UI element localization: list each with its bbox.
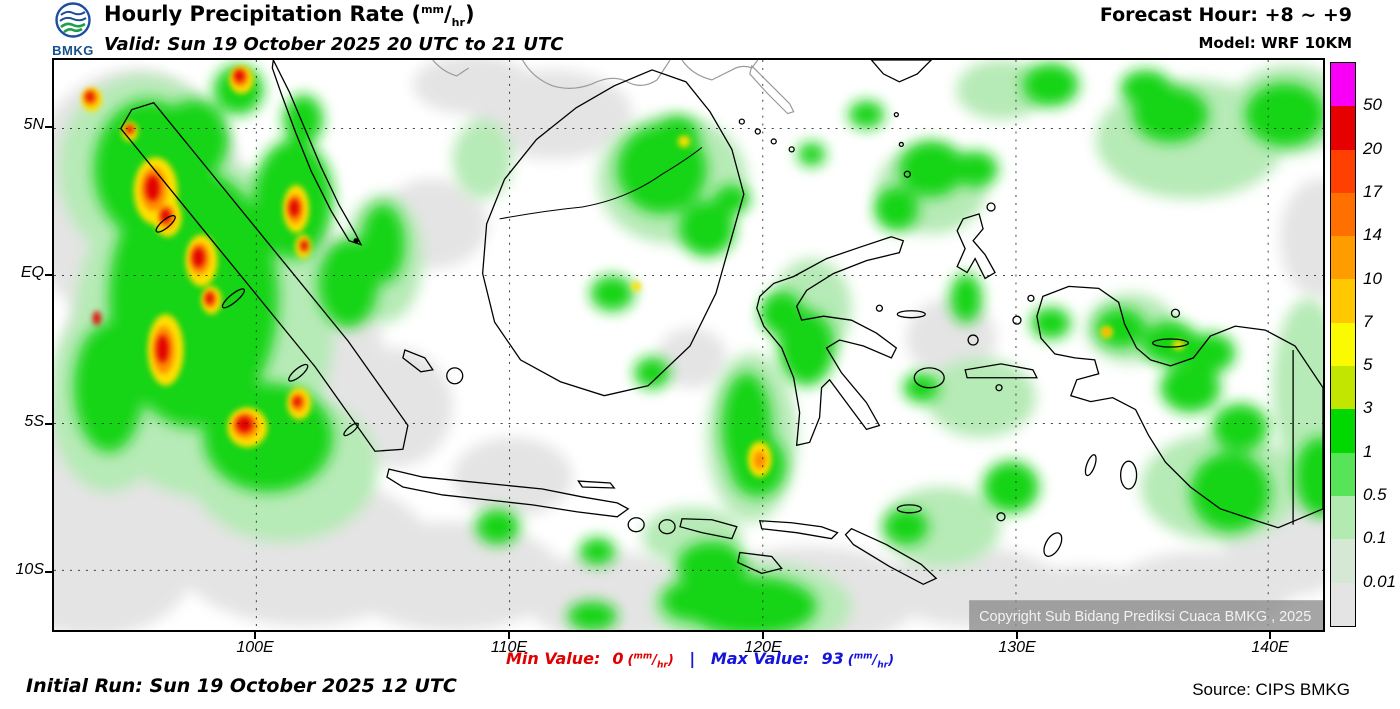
title-block: Hourly Precipitation Rate (mm/hr) Valid:… <box>104 2 563 55</box>
legend-value-label: 3 <box>1363 398 1373 418</box>
longitude-tick <box>762 632 764 639</box>
longitude-label: 110E <box>490 639 528 656</box>
legend-value-label: 0.01 <box>1363 571 1397 591</box>
legend-value-label: 17 <box>1363 181 1382 201</box>
legend-color-segment <box>1331 539 1355 583</box>
longitude-label: 140E <box>1251 639 1289 656</box>
legend-value-label: 1 <box>1363 441 1373 461</box>
bmkg-logo-icon <box>55 2 91 38</box>
legend-color-segment <box>1331 192 1355 237</box>
legend-value-label: 50 <box>1363 95 1382 115</box>
legend-value-label: 14 <box>1363 225 1382 245</box>
model-label: Model: WRF 10KM <box>1198 34 1353 52</box>
legend-color-segment <box>1331 149 1355 193</box>
copyright-overlay: Copyright Sub Bidang Prediksi Cuaca BMKG… <box>969 600 1323 630</box>
legend-value-label: 7 <box>1363 311 1373 331</box>
foreign-coastlines <box>432 60 795 115</box>
page-title-text: Hourly Precipitation Rate <box>104 2 405 26</box>
minmax-line: Min Value: 0 (mm/hr) | Max Value: 93 (mm/hr) <box>0 649 1400 671</box>
latitude-label: 10S <box>15 561 44 578</box>
legend-value-label: 0.1 <box>1363 528 1387 548</box>
longitude-label: 120E <box>744 639 782 656</box>
latitude-tick <box>45 423 52 425</box>
longitude-tick <box>1269 632 1271 639</box>
legend-value-label: 20 <box>1363 138 1382 158</box>
legend-value-label: 0.5 <box>1363 485 1387 505</box>
latitude-label: 5N <box>23 116 44 133</box>
legend-color-segment <box>1331 63 1355 107</box>
latitude-tick <box>45 126 52 128</box>
legend-color-segment <box>1331 452 1355 496</box>
max-value-text: Max Value: 93 (mm/hr) <box>710 649 895 671</box>
header-right-block: Forecast Hour: +8 ~ +9 Model: WRF 10KM <box>1100 4 1352 52</box>
legend-value-label: 10 <box>1363 268 1382 288</box>
islands-coastlines <box>120 60 1323 586</box>
source-label: Source: CIPS BMKG <box>1192 680 1350 699</box>
legend-color-segment <box>1331 495 1355 540</box>
precipitation-map-svg: Copyright Sub Bidang Prediksi Cuaca BMKG… <box>54 60 1323 630</box>
legend-colorbar <box>1330 62 1356 627</box>
longitude-tick <box>254 632 256 639</box>
legend-color-segment <box>1331 366 1355 410</box>
min-value-text: Min Value: 0 (mm/hr) <box>505 649 674 671</box>
minmax-separator: | <box>689 649 696 668</box>
precip-extreme-rain-layer <box>85 69 309 433</box>
bmkg-logo-label: BMKG <box>52 43 94 58</box>
page-title: Hourly Precipitation Rate (mm/hr) <box>104 2 563 29</box>
legend-color-segment <box>1331 582 1355 626</box>
legend-color-segment <box>1331 322 1355 367</box>
latitude-label: 5S <box>24 413 44 430</box>
bmkg-logo: BMKG <box>46 1 100 58</box>
latitude-tick <box>45 571 52 573</box>
initial-run-label: Initial Run: Sun 19 October 2025 12 UTC <box>26 675 457 697</box>
copyright-text: Copyright Sub Bidang Prediksi Cuaca BMKG… <box>979 609 1311 625</box>
map-frame: Copyright Sub Bidang Prediksi Cuaca BMKG… <box>52 58 1325 632</box>
valid-time-line: Valid: Sun 19 October 2025 20 UTC to 21 … <box>104 34 564 56</box>
latitude-label: EQ <box>20 264 44 281</box>
title-unit: (mm/hr) <box>411 2 475 30</box>
longitude-label: 100E <box>236 639 274 656</box>
legend-color-segment <box>1331 279 1355 323</box>
longitude-tick <box>1016 632 1018 639</box>
forecast-hour-label: Forecast Hour: +8 ~ +9 <box>1099 4 1352 26</box>
legend-color-segment <box>1331 106 1355 150</box>
legend-color-segment <box>1331 236 1355 280</box>
legend-value-label: 5 <box>1363 355 1373 375</box>
longitude-tick <box>508 632 510 639</box>
latitude-tick <box>45 274 52 276</box>
legend-color-segment <box>1331 409 1355 453</box>
longitude-label: 130E <box>998 639 1036 656</box>
